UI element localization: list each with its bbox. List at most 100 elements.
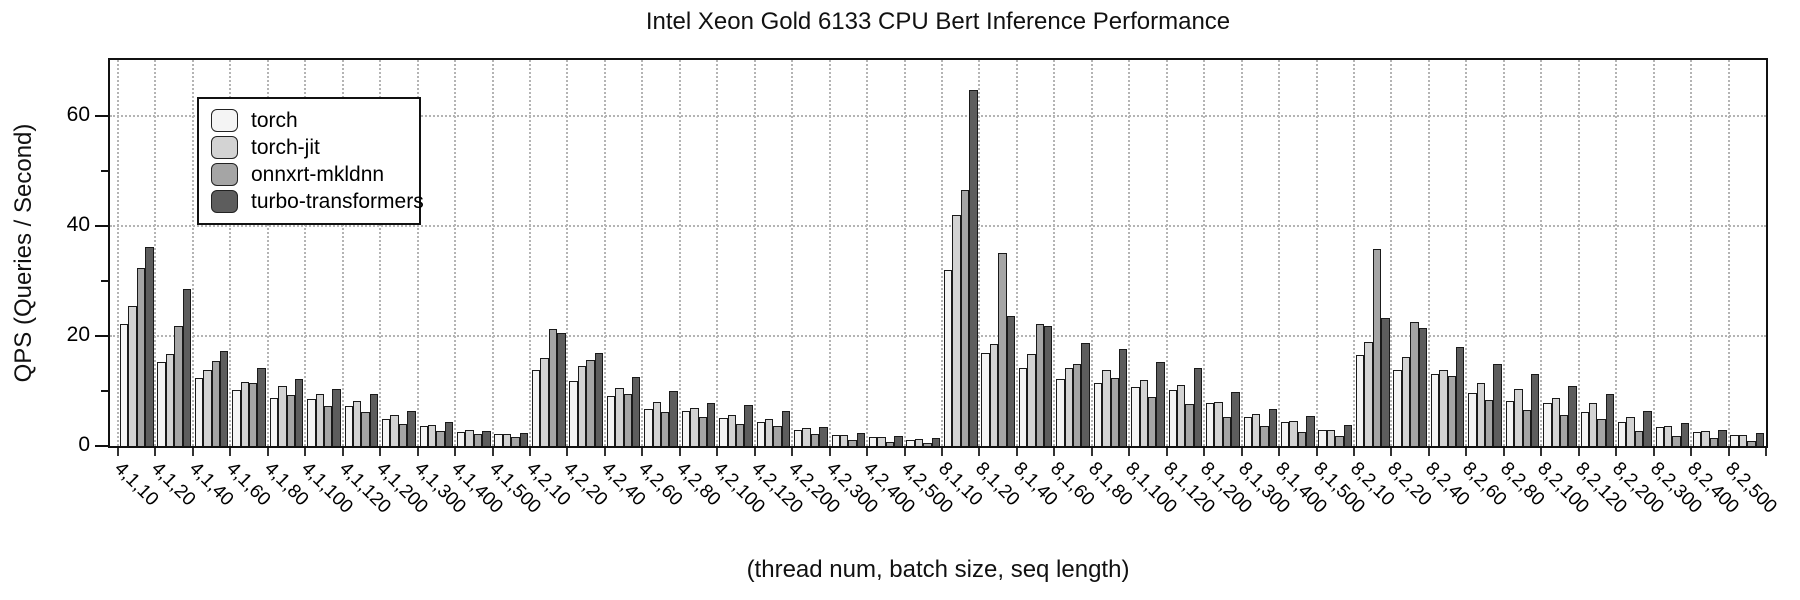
bar-torch-jit xyxy=(1027,353,1036,446)
plot-inner xyxy=(110,60,1766,446)
bar-torch xyxy=(1505,400,1515,446)
bar-onnxrt-mkldnn xyxy=(923,442,932,446)
bar-group-4,1,60 xyxy=(230,60,267,446)
x-tick xyxy=(1427,448,1430,456)
bar-turbo-transformers xyxy=(744,404,753,446)
x-tick xyxy=(828,448,831,456)
y-tick-label: 60 xyxy=(66,103,90,127)
bar-torch xyxy=(494,434,503,446)
bar-onnxrt-mkldnn xyxy=(1185,403,1194,446)
bar-group-8,1,120 xyxy=(1167,60,1204,446)
legend-swatch xyxy=(211,136,238,159)
bar-torch-jit xyxy=(1476,383,1486,446)
bar-torch xyxy=(831,435,840,446)
bar-group-4,1,20 xyxy=(155,60,192,446)
bar-group-8,2,10 xyxy=(1354,60,1391,446)
bar-turbo-transformers xyxy=(444,422,454,446)
bar-turbo-transformers xyxy=(519,432,529,446)
bar-onnxrt-mkldnn xyxy=(1222,416,1232,446)
bar-turbo-transformers xyxy=(1456,347,1465,446)
x-tick xyxy=(1128,448,1131,456)
bar-turbo-transformers xyxy=(969,89,978,446)
bar-group-8,1,20 xyxy=(979,60,1016,446)
bar-torch-jit xyxy=(690,408,699,446)
gridline-v xyxy=(903,60,906,446)
bar-torch-jit xyxy=(802,428,811,446)
bar-onnxrt-mkldnn xyxy=(1522,410,1531,446)
x-tick xyxy=(1165,448,1168,456)
legend-item-torch: torch xyxy=(211,107,409,134)
bar-onnxrt-mkldnn xyxy=(998,253,1007,446)
gridline-v xyxy=(529,60,531,446)
bar-group-8,2,100 xyxy=(1541,60,1578,446)
bar-torch xyxy=(1018,367,1028,446)
bar-torch-jit xyxy=(877,436,886,446)
y-tick xyxy=(101,170,108,173)
bar-torch xyxy=(1318,429,1327,446)
bar-turbo-transformers xyxy=(1530,373,1540,446)
bar-turbo-transformers xyxy=(1343,425,1353,446)
bar-onnxrt-mkldnn xyxy=(773,426,782,446)
bar-group-8,2,200 xyxy=(1616,60,1653,446)
bar-group-8,1,500 xyxy=(1317,60,1354,446)
bar-torch xyxy=(119,323,129,446)
bar-onnxrt-mkldnn xyxy=(698,417,707,446)
bar-onnxrt-mkldnn xyxy=(1335,435,1344,446)
gridline-v xyxy=(978,60,981,446)
bar-turbo-transformers xyxy=(1718,429,1727,446)
bar-onnxrt-mkldnn xyxy=(361,411,370,446)
bar-turbo-transformers xyxy=(482,430,491,446)
bar-torch xyxy=(232,390,241,446)
bar-torch xyxy=(1655,426,1664,446)
x-tick xyxy=(454,448,457,456)
bar-torch xyxy=(1131,387,1140,446)
bar-torch-jit xyxy=(427,424,437,446)
bar-torch-jit xyxy=(165,353,175,446)
bar-onnxrt-mkldnn xyxy=(623,394,633,446)
legend-item-torch-jit: torch-jit xyxy=(211,134,409,161)
bar-onnxrt-mkldnn xyxy=(249,383,258,446)
gridline-v xyxy=(491,60,494,446)
legend-swatch xyxy=(211,109,238,132)
x-tick xyxy=(941,448,943,456)
y-tick-label: 40 xyxy=(66,213,90,237)
gridline-v xyxy=(753,60,756,446)
bar-onnxrt-mkldnn xyxy=(1559,415,1569,446)
bar-onnxrt-mkldnn xyxy=(211,360,221,446)
gridline-v xyxy=(1652,60,1655,446)
bar-turbo-transformers xyxy=(369,394,379,446)
bar-torch-jit xyxy=(1589,403,1598,446)
bar-torch-jit xyxy=(577,365,587,446)
bar-turbo-transformers xyxy=(257,367,266,446)
bar-turbo-transformers xyxy=(332,388,341,446)
bar-onnxrt-mkldnn xyxy=(1297,432,1307,446)
bar-torch xyxy=(756,421,766,446)
gridline-v xyxy=(341,60,344,446)
bar-torch xyxy=(269,397,279,446)
gridline-v xyxy=(1502,60,1505,446)
bar-turbo-transformers xyxy=(145,246,154,446)
bar-onnxrt-mkldnn xyxy=(1672,436,1681,446)
x-tick xyxy=(1315,448,1318,456)
gridline-v xyxy=(1015,60,1018,446)
gridline-h xyxy=(110,225,1766,228)
gridline-v xyxy=(1240,60,1243,446)
bar-torch-jit xyxy=(1626,417,1635,446)
bar-group-8,2,20 xyxy=(1391,60,1428,446)
bar-torch xyxy=(943,270,953,446)
x-tick xyxy=(191,448,194,456)
bar-torch-jit xyxy=(315,393,324,446)
bar-onnxrt-mkldnn xyxy=(286,395,295,446)
bar-torch-jit xyxy=(989,343,999,446)
bar-torch-jit xyxy=(1738,435,1748,446)
bar-turbo-transformers xyxy=(407,410,416,446)
legend-label: turbo-transformers xyxy=(251,190,424,213)
x-tick xyxy=(154,448,157,456)
bar-turbo-transformers xyxy=(1044,325,1053,446)
bar-torch-jit xyxy=(1701,430,1710,446)
x-tick xyxy=(1540,448,1543,456)
bar-torch-jit xyxy=(1214,402,1223,446)
bar-torch-jit xyxy=(765,419,774,446)
bar-onnxrt-mkldnn xyxy=(1747,440,1756,446)
bar-group-8,1,80 xyxy=(1092,60,1129,446)
